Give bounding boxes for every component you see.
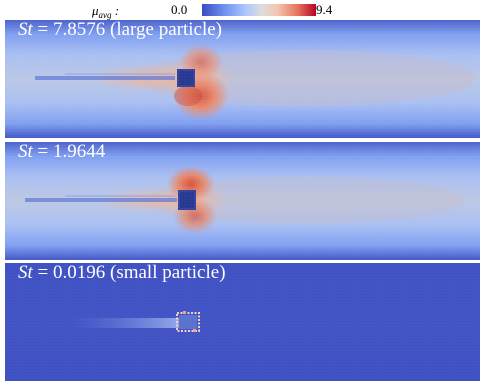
panel-label-small: St = 0.0196 (small particle) — [18, 263, 226, 284]
panel-label-text: = 7.8576 (large particle) — [32, 20, 222, 40]
panel-label-large: St = 7.8576 (large particle) — [18, 20, 222, 41]
colorbar: μavg : 0.0 9.4 — [0, 0, 481, 20]
flow-field-small — [5, 263, 480, 381]
st-symbol: St — [18, 20, 33, 40]
flow-field-large — [5, 20, 480, 138]
colorbar-label-main: μ — [92, 3, 99, 18]
panel-large-particle: St = 7.8576 (large particle) — [5, 20, 480, 138]
flow-field-medium — [5, 142, 480, 260]
colorbar-max: 9.4 — [316, 2, 333, 17]
st-symbol: St — [18, 263, 33, 283]
panel-small-particle: St = 0.0196 (small particle) — [5, 263, 480, 381]
colorbar-min: 0.0 — [171, 2, 188, 17]
panel-label-text: = 0.0196 (small particle) — [32, 263, 226, 283]
colorbar-label: μavg : — [92, 3, 119, 20]
panel-label-medium: St = 1.9644 — [18, 142, 105, 163]
colorbar-gradient — [202, 4, 316, 16]
panel-medium-particle: St = 1.9644 — [5, 142, 480, 260]
colorbar-label-suffix: : — [111, 3, 120, 18]
panel-label-text: = 1.9644 — [32, 142, 106, 162]
st-symbol: St — [18, 142, 33, 162]
colorbar-label-sub: avg — [98, 10, 112, 20]
